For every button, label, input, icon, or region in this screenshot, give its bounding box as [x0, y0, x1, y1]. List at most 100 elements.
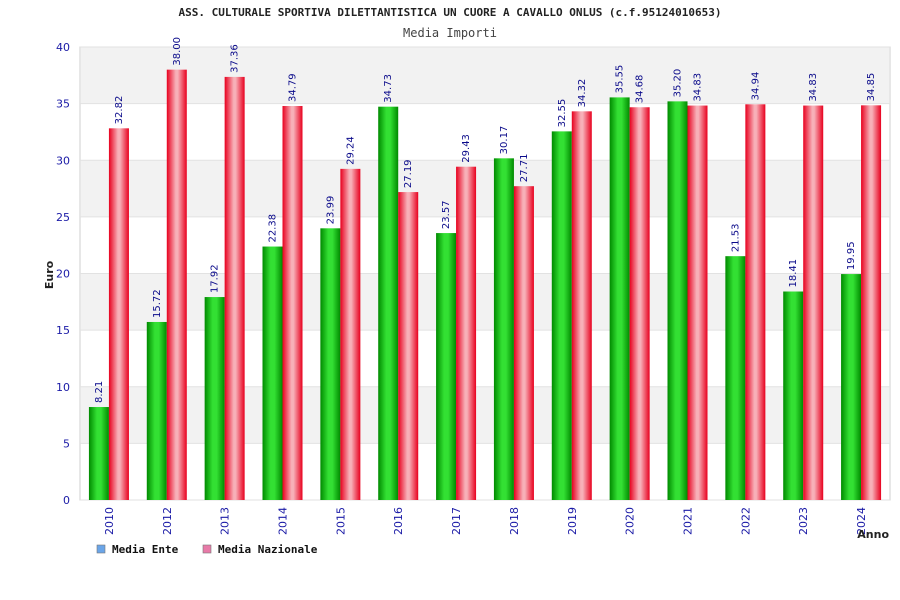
label-media-ente: 19.95 — [846, 241, 857, 270]
x-tick-label: 2019 — [566, 507, 579, 535]
grid-band — [81, 273, 889, 331]
label-media-ente: 34.73 — [383, 74, 394, 103]
x-tick-label: 2020 — [624, 507, 637, 535]
y-tick-label: 35 — [56, 98, 70, 111]
x-tick-label: 2023 — [797, 507, 810, 535]
bar-media-nazionale — [629, 107, 650, 501]
bar-media-nazionale — [803, 105, 824, 501]
label-media-nazionale: 34.68 — [635, 75, 646, 104]
x-tick-label: 2010 — [103, 507, 116, 535]
y-tick-label: 15 — [56, 324, 70, 337]
plot-background — [79, 46, 891, 501]
label-media-nazionale: 27.71 — [519, 154, 530, 183]
bar-media-nazionale — [861, 105, 882, 500]
bar-media-ente — [551, 131, 572, 500]
y-tick-label: 30 — [56, 154, 70, 167]
legend-label: Media Nazionale — [218, 543, 318, 556]
bars — [88, 69, 882, 501]
label-media-ente: 35.20 — [673, 69, 684, 98]
label-media-ente: 8.21 — [94, 381, 105, 403]
y-axis-ticks: 0 5 10 15 20 25 30 35 40 — [56, 41, 70, 507]
label-media-nazionale: 34.94 — [750, 72, 761, 101]
bar-media-nazionale — [571, 111, 592, 501]
legend-item: Media Ente — [96, 543, 179, 556]
x-tick-label: 2015 — [334, 507, 347, 535]
label-media-nazionale: 29.43 — [461, 134, 472, 163]
x-axis-ticks: 2010 2012 2013 2014 2015 2016 2017 2018 2019 2020… — [103, 507, 868, 535]
y-tick-label: 0 — [63, 494, 70, 507]
chart-title: ASS. CULTURALE SPORTIVA DILETTANTISTICA … — [178, 6, 721, 19]
y-tick-label: 25 — [56, 211, 70, 224]
x-tick-label: 2018 — [508, 507, 521, 535]
legend-item: Media Nazionale — [202, 543, 318, 556]
bar-media-nazionale — [224, 76, 245, 500]
label-media-ente: 18.41 — [788, 259, 799, 288]
label-media-nazionale: 34.85 — [866, 73, 877, 102]
bar-media-ente — [320, 228, 341, 501]
x-axis-label: Anno — [857, 528, 889, 541]
bar-value-labels: 8.21 32.82 15.72 38.00 17.92 37.36 22.38 34.79 2… — [94, 37, 877, 403]
bar-media-ente — [725, 256, 746, 500]
x-tick-label: 2014 — [277, 507, 290, 535]
label-media-nazionale: 34.83 — [693, 73, 704, 102]
y-axis-label: Euro — [43, 260, 56, 289]
bar-media-ente — [436, 233, 457, 500]
label-media-nazionale: 32.82 — [114, 96, 125, 125]
x-tick-label: 2021 — [682, 507, 695, 535]
grid-band — [81, 47, 889, 104]
label-media-ente: 30.17 — [499, 126, 510, 155]
label-media-ente: 22.38 — [268, 214, 279, 243]
label-media-ente: 21.53 — [730, 224, 741, 253]
chart-subtitle: Media Importi — [403, 26, 497, 40]
label-media-nazionale: 34.32 — [577, 79, 588, 108]
bar-media-ente — [841, 274, 862, 500]
legend-swatch — [96, 544, 106, 554]
bar-media-ente — [378, 106, 399, 501]
y-tick-label: 40 — [56, 41, 70, 54]
label-media-ente: 23.99 — [325, 196, 336, 225]
label-media-ente: 35.55 — [615, 65, 626, 94]
y-tick-label: 20 — [56, 268, 70, 281]
label-media-ente: 23.57 — [441, 200, 452, 229]
bar-media-ente — [146, 321, 167, 500]
bar-media-nazionale — [687, 105, 708, 501]
bar-media-ente — [262, 246, 283, 500]
bar-media-ente — [88, 407, 109, 500]
bar-media-nazionale — [108, 128, 129, 500]
x-tick-label: 2012 — [161, 507, 174, 535]
label-media-nazionale: 29.24 — [345, 136, 356, 165]
legend-swatch — [202, 544, 212, 554]
bar-media-nazionale — [398, 192, 419, 501]
label-media-nazionale: 34.79 — [288, 73, 299, 102]
label-media-nazionale: 37.36 — [230, 44, 241, 73]
x-tick-label: 2013 — [219, 507, 232, 535]
bar-media-nazionale — [340, 168, 361, 500]
x-tick-label: 2022 — [739, 507, 752, 535]
x-tick-label: 2024 — [855, 507, 868, 535]
label-media-ente: 17.92 — [210, 264, 221, 293]
label-media-nazionale: 34.83 — [808, 73, 819, 102]
bar-media-ente — [493, 158, 514, 500]
legend-label: Media Ente — [112, 543, 179, 556]
y-tick-label: 10 — [56, 381, 70, 394]
bar-media-ente — [667, 101, 688, 501]
grid-band — [81, 160, 889, 217]
x-tick-label: 2017 — [450, 507, 463, 535]
bar-media-nazionale — [745, 104, 766, 500]
label-media-ente: 15.72 — [152, 289, 163, 318]
bar-media-ente — [609, 97, 630, 501]
bar-media-ente — [783, 291, 804, 500]
y-tick-label: 5 — [63, 437, 70, 450]
grid-band — [81, 386, 889, 444]
bar-media-nazionale — [456, 166, 477, 500]
label-media-nazionale: 27.19 — [403, 159, 414, 188]
bar-media-nazionale — [513, 186, 534, 500]
bar-media-ente — [204, 297, 225, 500]
legend: Media Ente Media Nazionale — [96, 543, 318, 556]
bar-media-nazionale — [166, 69, 187, 501]
x-tick-label: 2016 — [392, 507, 405, 535]
label-media-ente: 32.55 — [557, 99, 568, 128]
label-media-nazionale: 38.00 — [172, 37, 183, 66]
bar-media-nazionale — [282, 106, 303, 501]
